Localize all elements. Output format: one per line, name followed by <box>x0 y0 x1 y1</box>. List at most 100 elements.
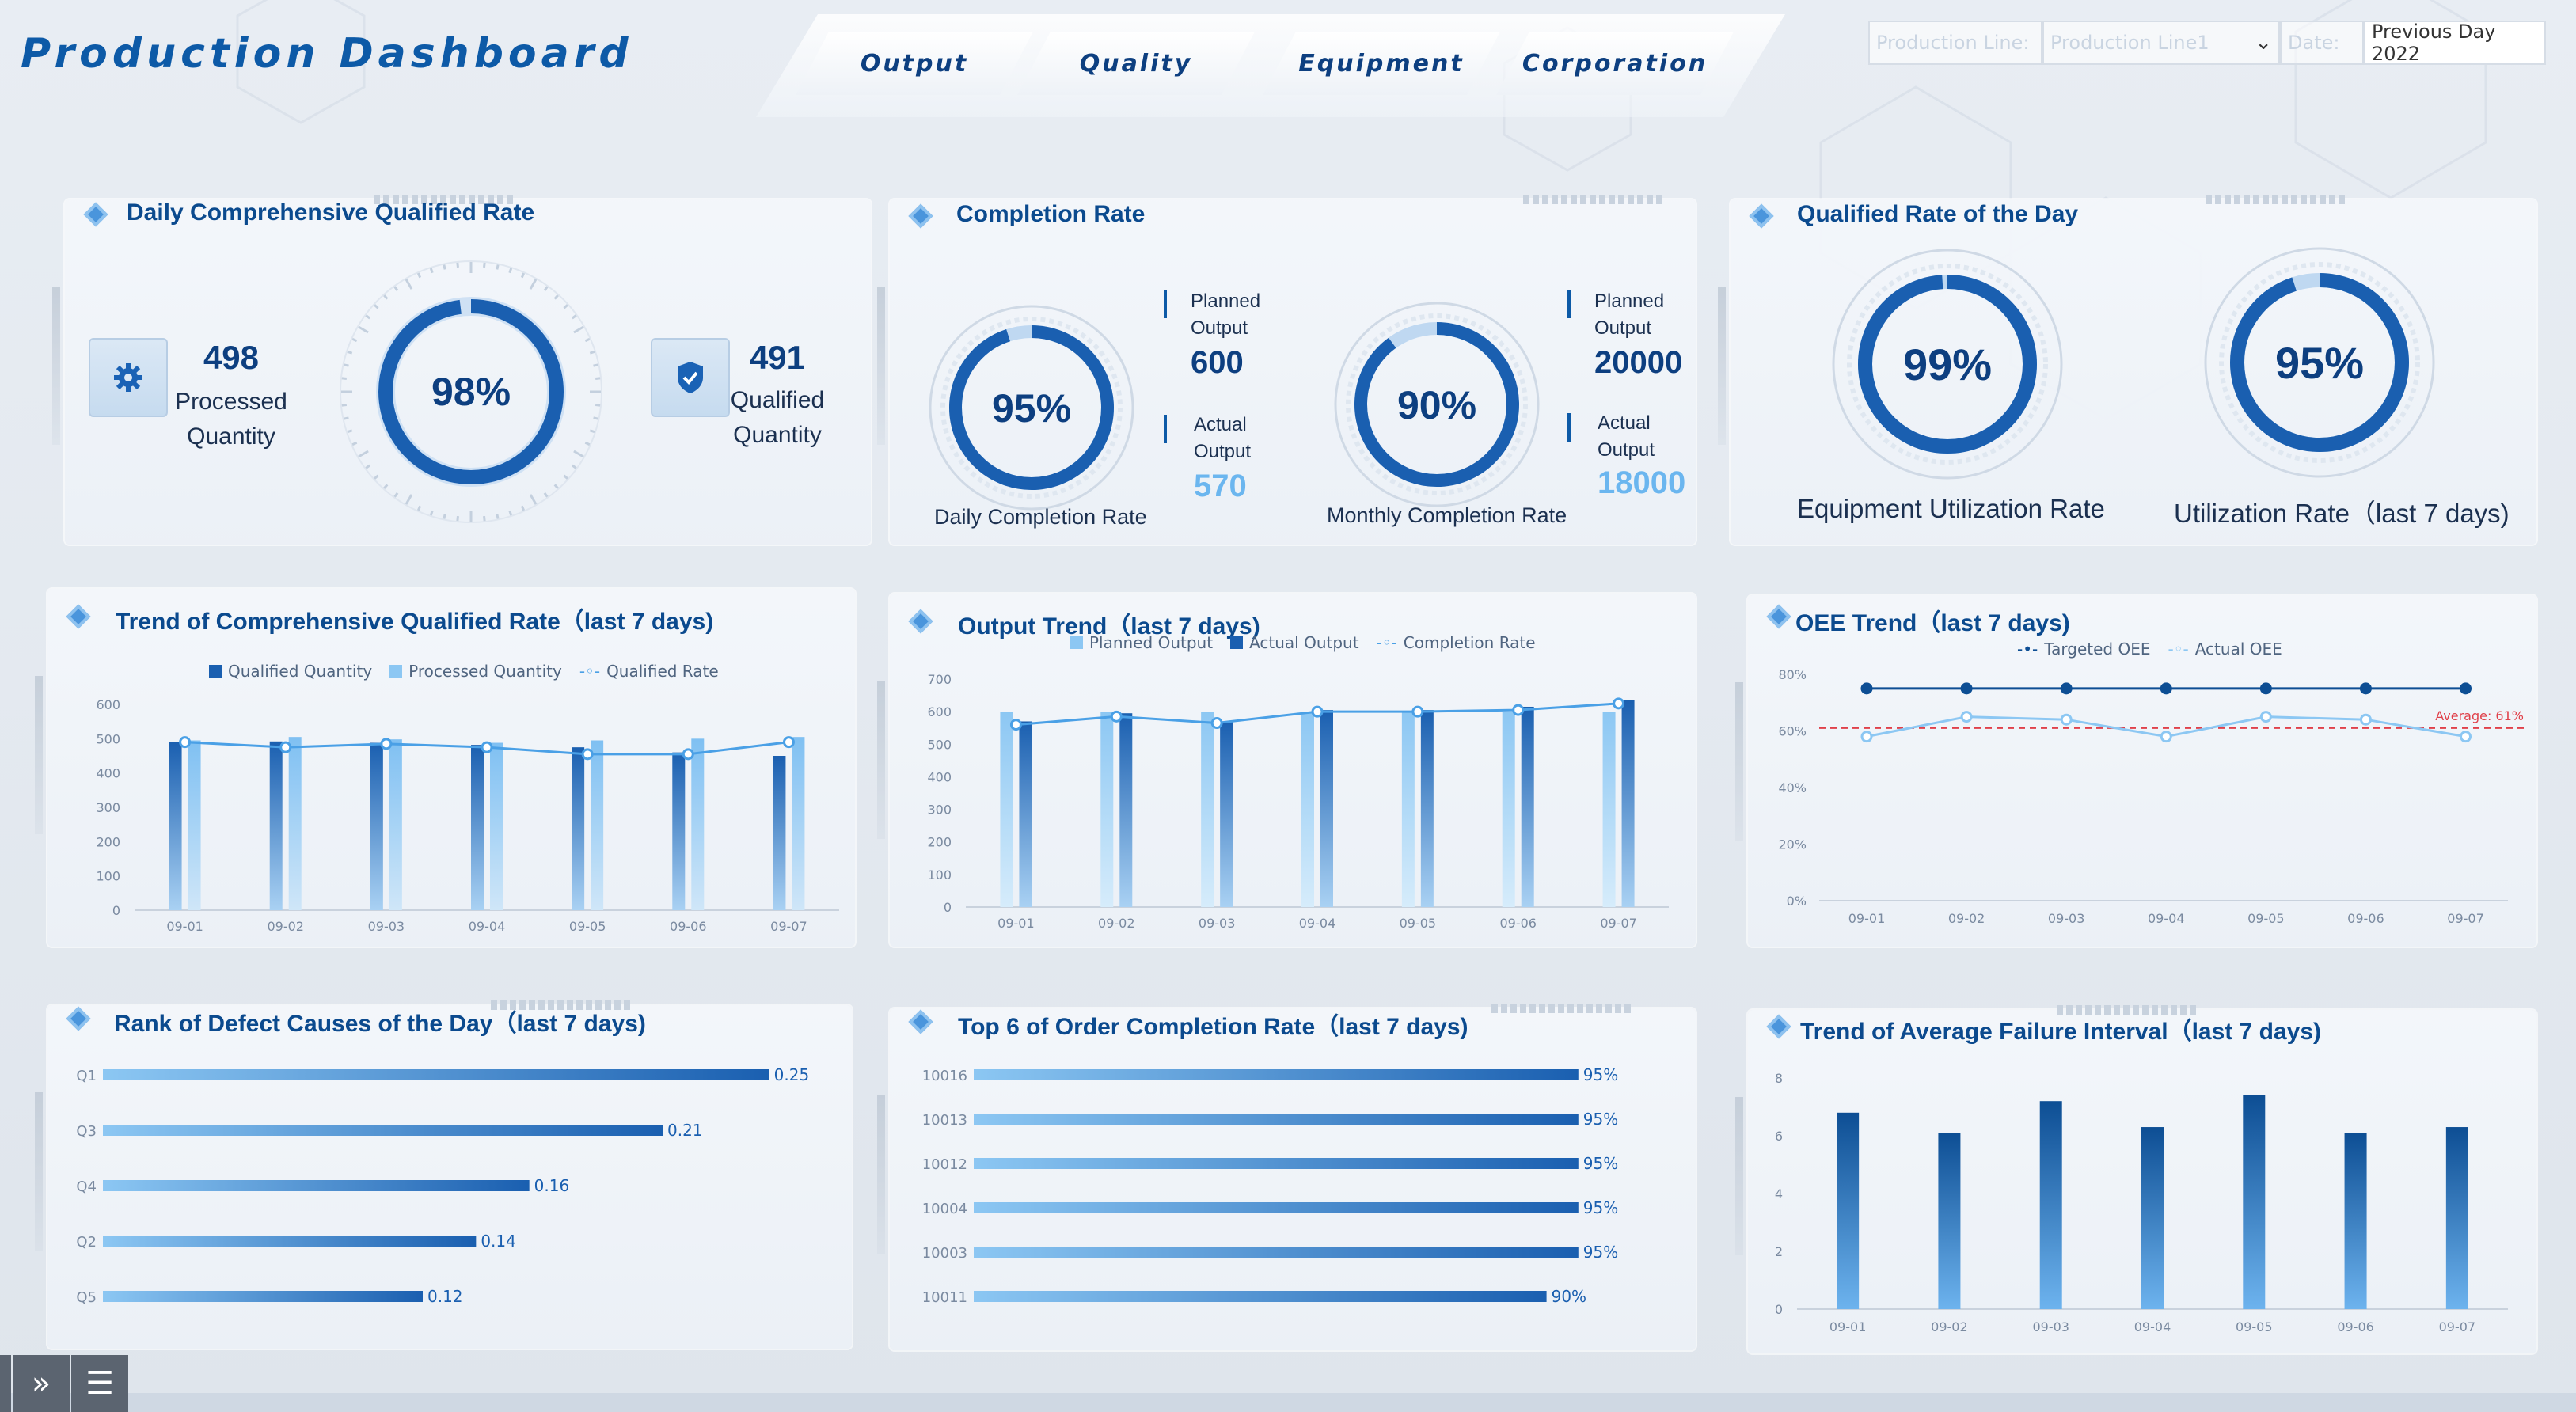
bar <box>974 1202 1579 1213</box>
tab-corporation[interactable]: Corporation <box>1496 32 1734 95</box>
gauge-tick <box>483 261 486 268</box>
x-tick-label: 09-05 <box>569 919 606 934</box>
svg-text:99%: 99% <box>1903 340 1992 389</box>
tab-output[interactable]: Output <box>796 32 1033 95</box>
data-label: 0.16 <box>534 1176 570 1195</box>
panel-decoration <box>491 1000 633 1010</box>
y-tick-label: 0% <box>1787 894 1807 909</box>
list-icon[interactable]: ☰ <box>71 1355 128 1412</box>
tab-equipment[interactable]: Equipment <box>1263 32 1500 95</box>
gear-icon <box>89 338 168 417</box>
gauge-tick <box>443 514 446 520</box>
point-completion-rate <box>1110 710 1123 723</box>
diamond-icon <box>1766 1014 1791 1039</box>
category-label: Q1 <box>76 1068 97 1084</box>
bar-planned-output <box>1502 712 1515 907</box>
x-tick-label: 09-04 <box>2134 1319 2171 1334</box>
x-tick-label: 09-05 <box>1400 916 1437 931</box>
date-picker[interactable]: Previous Day 2022 <box>2364 21 2546 65</box>
point-completion-rate <box>1009 719 1022 731</box>
gauge-tick <box>346 350 353 355</box>
gauge-tick <box>563 474 569 480</box>
nav-tabs: Output Quality Equipment Corporation <box>756 14 1785 119</box>
x-tick-label: 09-07 <box>1600 916 1636 931</box>
order-top-chart: 10016 95% 10013 95% 10012 95% 10004 95% 10003 95%… <box>922 1065 1619 1306</box>
y-tick-label: 8 <box>1775 1071 1783 1086</box>
panel-order-top: Top 6 of Order Completion Rate（last 7 da… <box>877 1004 1696 1350</box>
y-tick-label: 60% <box>1778 724 1807 739</box>
y-tick-label: 100 <box>927 867 952 882</box>
panel-oee-trend: OEE Trend（last 7 days) -•- Targeted OEE -… <box>1735 595 2536 947</box>
bar-actual-output <box>1320 710 1333 907</box>
x-tick-label: 09-03 <box>1199 916 1236 931</box>
diamond-icon <box>908 1009 933 1034</box>
gauge-tick <box>443 264 446 270</box>
gauge-tick <box>373 303 379 309</box>
gauge-tick <box>343 363 349 367</box>
divider <box>1164 415 1167 443</box>
gauge-tick <box>351 441 358 446</box>
daily-completion-label: Daily Completion Rate <box>934 505 1147 529</box>
bar-processed-quantity <box>188 740 201 910</box>
bar <box>974 1291 1547 1302</box>
production-line-select[interactable]: Production Line1 ⌄ <box>2042 21 2280 65</box>
chart-legend: Planned Output Actual Output -◦- Completi… <box>1070 633 1536 652</box>
gauge-tick <box>508 510 513 517</box>
panel-decoration <box>1523 195 1666 204</box>
x-tick-label: 09-05 <box>2247 911 2285 926</box>
x-tick-label: 09-02 <box>267 919 304 934</box>
tab-quality[interactable]: Quality <box>1017 32 1255 95</box>
bar-qualified-quantity <box>572 747 585 910</box>
page-title: Production Dashboard <box>21 30 633 78</box>
gauge-tick <box>393 285 399 292</box>
y-tick-label: 40% <box>1778 780 1807 795</box>
y-tick-label: 200 <box>927 835 952 850</box>
category-label: 10012 <box>922 1156 967 1173</box>
qualified-quantity-label: Qualified Quantity <box>730 387 825 448</box>
expand-icon[interactable]: » <box>13 1355 70 1412</box>
monthly-planned-value: 20000 <box>1594 345 1683 380</box>
point-actual-oee <box>2060 713 2073 726</box>
diamond-icon <box>66 604 91 629</box>
production-line-label: Production Line: <box>1868 21 2042 65</box>
diamond-icon <box>908 203 933 229</box>
utilization-rate-gauge: 95% <box>2204 247 2435 478</box>
filter-bar: Production Line: Production Line1 ⌄ Date… <box>1868 21 2546 66</box>
x-tick-label: 09-07 <box>770 919 807 934</box>
bar <box>974 1069 1579 1080</box>
category-label: 10011 <box>922 1289 967 1306</box>
gauge-tick <box>589 429 596 434</box>
bar <box>103 1069 769 1080</box>
gauge-tick <box>364 464 371 470</box>
gauge-tick <box>595 404 602 407</box>
x-tick-label: 09-03 <box>2032 1319 2069 1334</box>
bar-actual-output <box>1621 700 1635 907</box>
point-targeted-oee <box>1860 682 1873 695</box>
average-label: Average: 61% <box>2435 708 2524 723</box>
failure-trend-chart: 0 2 4 6 8 09-01 09-02 09-03 09-04 09-05 09-06 09-07 <box>1775 1071 2508 1334</box>
x-tick-label: 09-04 <box>469 919 506 934</box>
chart-legend: Qualified Quantity Processed Quantity -◦… <box>209 662 719 681</box>
panel-title: Output Trend（last 7 days) <box>958 613 1260 640</box>
panel-decoration <box>374 195 516 204</box>
svg-text:95%: 95% <box>992 386 1071 431</box>
point-actual-oee <box>1860 731 1873 743</box>
collapse-handle[interactable] <box>0 1355 11 1412</box>
data-label: 95% <box>1583 1243 1618 1262</box>
y-tick-label: 80% <box>1778 667 1807 682</box>
trend-qualified-chart: 0 100 200 300 400 500 600 09-01 09-02 09-03 09-04 0… <box>96 697 839 934</box>
point-targeted-oee <box>2460 682 2472 695</box>
category-label: 10004 <box>922 1201 967 1217</box>
date-label: Date: <box>2280 21 2364 65</box>
svg-text:90%: 90% <box>1397 383 1476 427</box>
panel-title: Trend of Average Failure Interval（last 7… <box>1800 1019 2322 1045</box>
equipment-utilization-label: Equipment Utilization Rate <box>1797 494 2105 523</box>
point-actual-oee <box>2259 711 2272 723</box>
y-tick-label: 300 <box>96 800 120 815</box>
monthly-completion-label: Monthly Completion Rate <box>1327 503 1567 527</box>
diamond-icon <box>83 202 108 227</box>
x-tick-label: 09-07 <box>2447 911 2484 926</box>
equipment-utilization-gauge: 99% <box>1832 249 2063 480</box>
gauge-tick <box>571 464 578 470</box>
y-tick-label: 4 <box>1775 1186 1783 1201</box>
